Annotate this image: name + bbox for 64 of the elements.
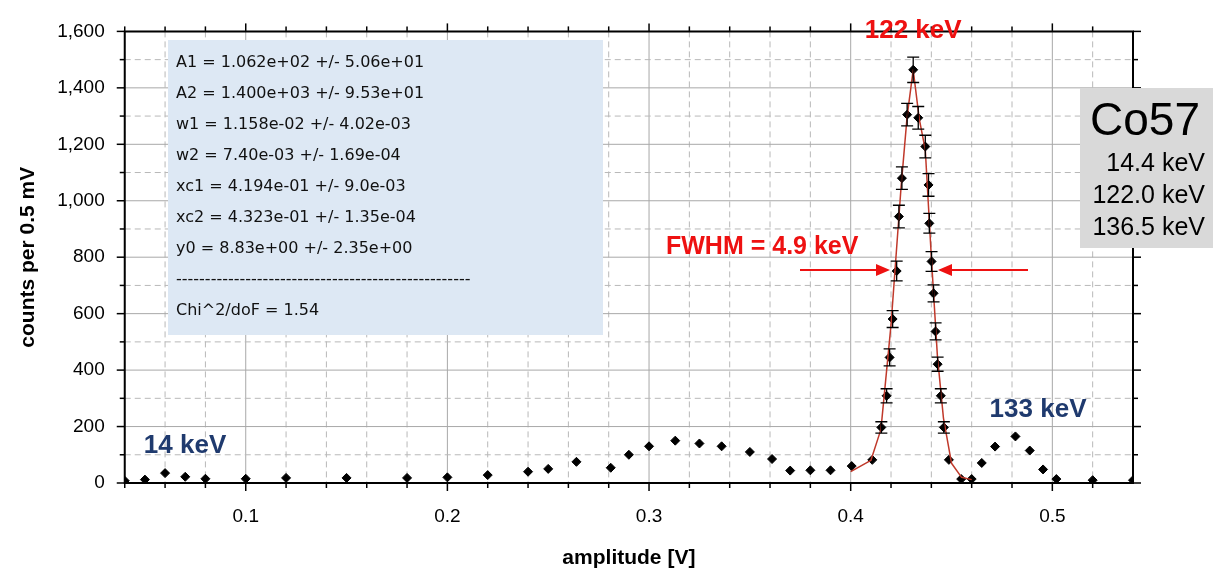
point [281, 472, 292, 483]
annotation: y0 = 8.83e+00 +/- 2.35e+00 [176, 237, 414, 259]
point [402, 472, 413, 483]
point [716, 441, 727, 452]
y-tick-label: 1,400 [57, 76, 105, 98]
point [1051, 474, 1062, 483]
point [623, 449, 634, 460]
y-tick-label: 600 [73, 301, 105, 323]
point [180, 471, 191, 482]
point [767, 454, 778, 465]
y-tick-label: 0 [94, 471, 105, 493]
annotation: Chi^2/doF = 1.54 [176, 299, 321, 321]
annotation: w1 = 1.158e-02 +/- 4.02e-03 [176, 113, 412, 135]
point [605, 462, 616, 473]
point [976, 457, 987, 468]
annotation: A1 = 1.062e+02 +/- 5.06e+01 [176, 51, 426, 73]
point [805, 465, 816, 476]
annotation: 133 keV [989, 392, 1088, 423]
y-tick-label: 1,600 [57, 19, 105, 41]
y-tick-label: 1,000 [57, 188, 105, 210]
point [442, 472, 453, 483]
annotation: FWHM = 4.9 keV [666, 231, 859, 260]
y-tick-label: 1,200 [57, 132, 105, 154]
annotation: --------------------------------------------------- [176, 268, 472, 290]
x-tick-label: 0.3 [635, 504, 663, 526]
y-tick-label: 800 [73, 245, 105, 267]
x-tick-label: 0.5 [1039, 504, 1066, 526]
point [341, 472, 352, 483]
point [1038, 464, 1049, 475]
point [1024, 445, 1035, 456]
point [482, 470, 493, 481]
point [139, 474, 150, 483]
annotation: xc1 = 4.194e-01 +/- 9.0e-03 [176, 175, 407, 197]
annotation: w2 = 7.40e-03 +/- 1.69e-04 [176, 144, 402, 166]
x-tick-label: 0.1 [232, 504, 259, 526]
annotation: 122.0 keV [1091, 179, 1205, 210]
point [571, 456, 582, 467]
annotation: A2 = 1.400e+03 +/- 9.53e+01 [176, 82, 426, 104]
annotation: 136.5 keV [1091, 211, 1205, 242]
point [1010, 431, 1021, 442]
point [200, 473, 211, 483]
annotation: 14 keV [143, 429, 227, 460]
point [990, 441, 1001, 452]
annotation: Co57 [1089, 92, 1201, 146]
x-tick-label: 0.4 [837, 504, 865, 526]
point [1087, 475, 1098, 483]
point [744, 446, 755, 457]
x-tick-label: 0.2 [434, 504, 461, 526]
y-tick-label: 200 [73, 414, 105, 436]
point [160, 468, 171, 479]
y-tick-label: 400 [73, 358, 105, 380]
point [694, 438, 705, 449]
point [785, 465, 796, 476]
point [825, 465, 836, 476]
x-axis-title: amplitude [V] [562, 545, 696, 569]
y-axis-title: counts per 0.5 mV [15, 166, 39, 348]
point [543, 463, 554, 474]
point [670, 435, 681, 446]
annotation: 14.4 keV [1105, 147, 1205, 178]
annotation: xc2 = 4.323e-01 +/- 1.35e-04 [176, 206, 417, 228]
point [644, 441, 655, 452]
point [846, 461, 857, 472]
point [523, 466, 534, 477]
point [240, 473, 251, 483]
